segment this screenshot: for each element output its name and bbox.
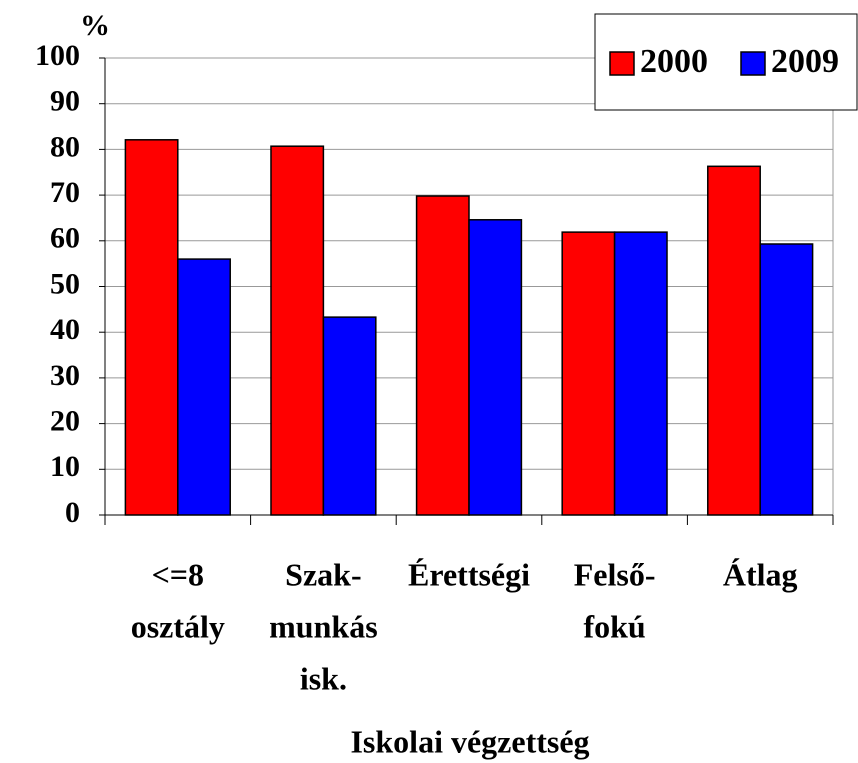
bar — [707, 165, 761, 516]
y-tick-label: 10 — [50, 450, 80, 483]
bar — [468, 219, 523, 516]
legend: 2000 2009 — [594, 13, 858, 111]
bar — [613, 231, 668, 516]
x-tick-label: osztály — [131, 608, 225, 644]
x-axis-label: Iskolai végzettség — [350, 723, 589, 759]
x-tick-label: <=8 — [152, 556, 204, 592]
bar — [124, 139, 179, 516]
y-tick-label: 30 — [50, 359, 80, 392]
y-tick-label: 40 — [50, 313, 80, 346]
legend-label: 2000 — [640, 43, 708, 80]
x-tick-label: Szak- — [285, 556, 361, 592]
legend-label: 2009 — [771, 43, 839, 80]
bar — [415, 195, 470, 516]
legend-box — [594, 13, 858, 111]
legend-swatch — [609, 51, 635, 76]
y-axis-label: % — [80, 9, 110, 42]
x-tick-label: munkás — [269, 608, 378, 644]
y-tick-label: 0 — [65, 496, 80, 529]
y-tick-label: 100 — [35, 39, 80, 72]
y-tick-label: 80 — [50, 130, 80, 163]
y-tick-label: 60 — [50, 222, 80, 255]
x-tick-label: isk. — [300, 660, 347, 696]
bar — [561, 231, 616, 516]
x-tick-label: Átlag — [723, 556, 798, 592]
y-tick-label: 50 — [50, 267, 80, 300]
bar — [759, 243, 814, 516]
x-tick-label: fokú — [583, 608, 645, 644]
y-tick-label: 20 — [50, 404, 80, 437]
y-tick-label: 90 — [50, 85, 80, 118]
bar — [177, 258, 231, 516]
y-tick-label: 70 — [50, 176, 80, 209]
x-tick-label: Felső- — [574, 556, 656, 592]
bar — [270, 145, 325, 516]
x-tick-label: Érettségi — [408, 556, 530, 592]
legend-swatch — [740, 51, 766, 76]
bar — [322, 316, 377, 516]
